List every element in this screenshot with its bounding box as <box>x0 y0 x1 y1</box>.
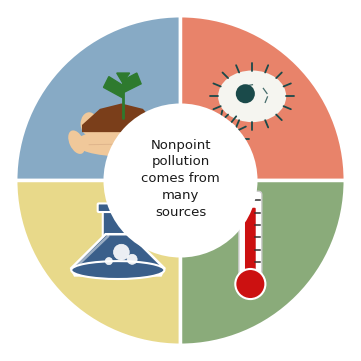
Ellipse shape <box>144 115 160 136</box>
Polygon shape <box>117 73 130 84</box>
Polygon shape <box>123 73 141 93</box>
Circle shape <box>105 257 112 265</box>
Ellipse shape <box>123 110 141 134</box>
Polygon shape <box>71 234 164 275</box>
Circle shape <box>127 254 137 264</box>
FancyBboxPatch shape <box>103 208 133 238</box>
Circle shape <box>113 244 129 260</box>
Circle shape <box>236 84 255 103</box>
FancyBboxPatch shape <box>239 191 262 280</box>
Text: Nonpoint
pollution
comes from
many
sources: Nonpoint pollution comes from many sourc… <box>141 139 220 219</box>
Ellipse shape <box>102 109 119 134</box>
Circle shape <box>235 269 265 299</box>
Wedge shape <box>16 180 180 345</box>
Wedge shape <box>180 16 345 180</box>
FancyBboxPatch shape <box>98 204 138 212</box>
Ellipse shape <box>81 112 98 135</box>
Polygon shape <box>82 104 157 132</box>
Ellipse shape <box>218 70 286 122</box>
Ellipse shape <box>71 261 164 279</box>
Ellipse shape <box>104 142 168 164</box>
Wedge shape <box>180 180 345 345</box>
Ellipse shape <box>68 130 85 154</box>
Circle shape <box>104 104 257 257</box>
Polygon shape <box>104 77 123 98</box>
Ellipse shape <box>188 118 242 161</box>
FancyBboxPatch shape <box>245 208 256 277</box>
Circle shape <box>202 130 217 145</box>
Wedge shape <box>16 16 180 180</box>
Ellipse shape <box>75 130 168 156</box>
